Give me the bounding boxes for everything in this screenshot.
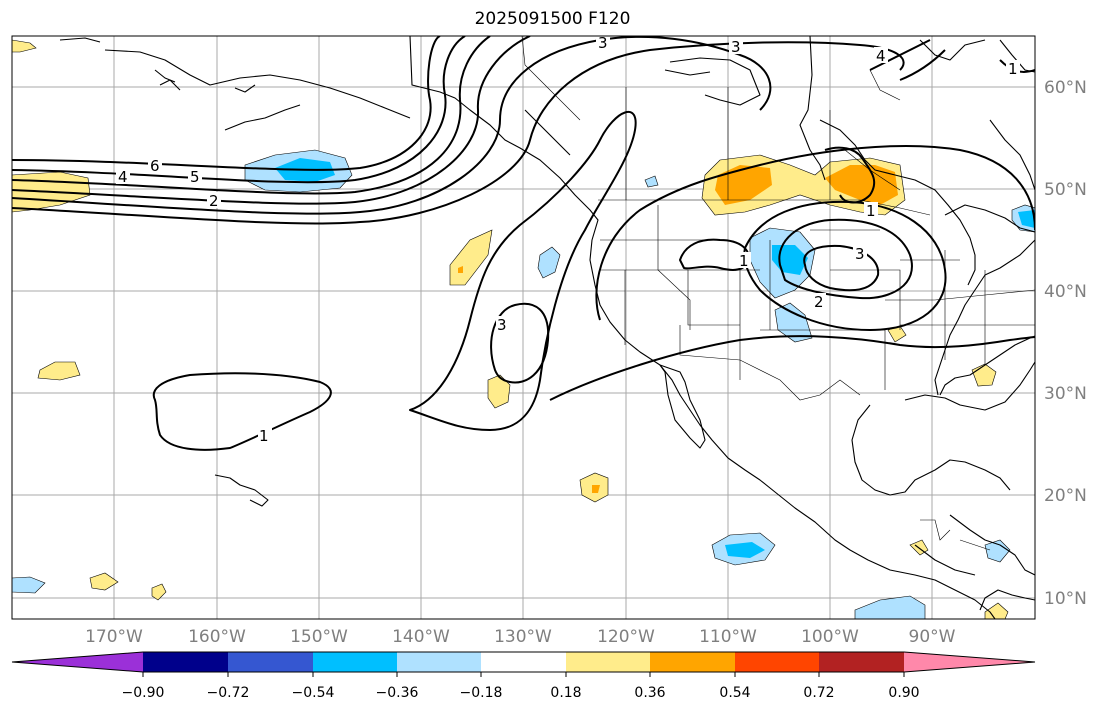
contour-label: 1: [739, 252, 749, 270]
lat-label: 30°N: [1044, 384, 1087, 404]
contour-label: 1: [866, 202, 876, 220]
lon-label: 110°W: [699, 627, 757, 647]
contour-lines: [12, 36, 1035, 451]
colorbar-segment: [228, 652, 314, 672]
contour-label: 4: [876, 47, 886, 65]
coastlines: [59, 36, 1035, 619]
colorbar-tick-label: 0.36: [634, 685, 665, 701]
longitude-labels: 170°W 160°W 150°W 140°W 130°W 120°W 110°…: [85, 627, 956, 647]
colorbar-segment: [566, 652, 651, 672]
anomaly-negative-small: [537, 246, 561, 279]
lon-label: 120°W: [597, 627, 655, 647]
graticule: [12, 36, 1035, 619]
contour-label: 3: [598, 34, 608, 52]
colorbar-extend-max: [904, 652, 1035, 672]
colorbar-segment: [313, 652, 398, 672]
map-frame: [11, 35, 1036, 620]
contour-label: 3: [497, 316, 507, 334]
colorbar-tick-label: 0.90: [888, 685, 919, 701]
lat-label: 10°N: [1044, 589, 1087, 609]
anomaly-positive-south-edge: [984, 602, 1009, 619]
anomaly-negative-central-america: [984, 539, 1011, 563]
anomaly-positive-northwest-corner: [12, 39, 37, 53]
colorbar-tick-label: −0.36: [376, 685, 419, 701]
anomaly-positive-small-2: [487, 374, 511, 409]
anomaly-negative-small-2: [644, 175, 659, 188]
contour-label-group: 1 2 3 4 5 6 3 3 4 1 2 3 1 1: [116, 34, 1020, 445]
political-boundaries: [521, 36, 1035, 551]
colorbar-tick-label: −0.54: [292, 685, 335, 701]
contour-label: 2: [209, 192, 219, 210]
colorbar-tick-label: 0.54: [719, 685, 750, 701]
lon-label: 150°W: [290, 627, 348, 647]
colorbar-tick-label: −0.18: [460, 685, 503, 701]
colorbar-segment: [397, 652, 482, 672]
contour-label: 3: [731, 38, 741, 56]
contour-label: 2: [814, 293, 824, 311]
anomaly-positive-small-3: [37, 361, 81, 381]
colorbar-segment: [481, 652, 567, 672]
lat-label: 40°N: [1044, 282, 1087, 302]
lon-label: 90°W: [909, 627, 956, 647]
colorbar-extend-min: [12, 652, 143, 672]
colorbar: [11, 651, 1036, 677]
contour-label: 1: [259, 427, 269, 445]
lat-label: 60°N: [1044, 78, 1087, 98]
anomaly-positive-small-5: [89, 572, 119, 591]
lon-label: 140°W: [392, 627, 450, 647]
latitude-labels: 60°N 50°N 40°N 30°N 20°N 10°N: [1044, 78, 1087, 609]
contour-label: 4: [118, 168, 128, 186]
anomaly-negative-west-south: [12, 576, 46, 594]
colorbar-tick-label: 0.18: [550, 685, 581, 701]
colorbar-segment: [735, 652, 820, 672]
colorbar-tick-label: −0.72: [207, 685, 250, 701]
contour-label: 6: [150, 157, 160, 175]
contour-label: 1: [1008, 60, 1018, 78]
colorbar-labels: −0.90 −0.72 −0.54 −0.36 −0.18 0.18 0.36 …: [122, 685, 920, 701]
colorbar-tick-label: 0.72: [803, 685, 834, 701]
contour-label: 3: [855, 245, 865, 263]
lon-label: 100°W: [801, 627, 859, 647]
colorbar-segment: [143, 652, 229, 672]
lon-label: 160°W: [188, 627, 246, 647]
lat-label: 50°N: [1044, 180, 1087, 200]
map-title: 2025091500 F120: [474, 9, 631, 29]
lon-label: 130°W: [494, 627, 552, 647]
lon-label: 170°W: [85, 627, 143, 647]
colorbar-tick-label: −0.90: [122, 685, 165, 701]
contour-label: 5: [190, 168, 200, 186]
lat-label: 20°N: [1044, 486, 1087, 506]
anomaly-positive-small-6: [151, 583, 167, 601]
colorbar-segment: [819, 652, 905, 672]
colorbar-segment: [650, 652, 736, 672]
anomaly-negative-south: [854, 595, 926, 619]
